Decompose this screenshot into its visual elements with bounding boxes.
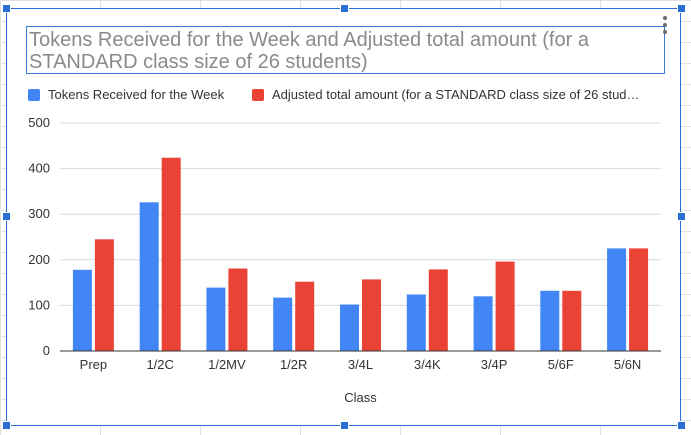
gridlines [60, 122, 661, 306]
legend-swatch-red [252, 89, 264, 101]
y-tick-label: 100 [28, 297, 50, 312]
y-tick-label: 0 [43, 343, 50, 358]
menu-dot [663, 30, 667, 34]
bar-adjusted-total-1-2mv[interactable] [228, 268, 248, 352]
bar-adjusted-total-prep[interactable] [94, 239, 114, 351]
bar-adjusted-total-3-4l[interactable] [362, 279, 381, 351]
bar-adjusted-total-3-4k[interactable] [428, 269, 448, 351]
y-tick-label: 400 [28, 161, 50, 176]
y-axis-tick-labels: 0 100 200 300 400 500 [28, 115, 50, 358]
bar-tokens-received-prep[interactable] [72, 269, 92, 351]
bar-adjusted-total-5-6f[interactable] [562, 290, 582, 351]
bar-tokens-received-1-2r[interactable] [273, 297, 293, 351]
x-tick-label: Prep [80, 357, 107, 372]
chart-legend: Tokens Received for the Week Adjusted to… [26, 86, 666, 104]
x-tick-label: 5/6N [614, 357, 641, 372]
x-tick-label: 5/6F [548, 357, 574, 372]
menu-dot [663, 23, 667, 27]
x-tick-label: 1/2C [146, 357, 173, 372]
menu-dot [663, 16, 667, 20]
x-tick-label: 3/4P [481, 357, 508, 372]
bar-tokens-received-3-4p[interactable] [473, 296, 493, 351]
legend-label-series-1: Tokens Received for the Week [48, 87, 225, 102]
bar-tokens-received-5-6f[interactable] [540, 290, 560, 351]
bar-tokens-received-5-6n[interactable] [607, 248, 627, 351]
x-tick-label: 1/2R [280, 357, 307, 372]
y-tick-label: 300 [28, 206, 50, 221]
bar-tokens-received-1-2c[interactable] [139, 202, 159, 351]
x-axis-title: Class [344, 390, 377, 405]
legend-item-series-1[interactable]: Tokens Received for the Week [26, 86, 246, 104]
x-tick-label: 3/4L [348, 357, 373, 372]
y-tick-label: 200 [28, 252, 50, 267]
legend-swatch-blue [28, 89, 40, 101]
resize-handle-bottom-right[interactable] [677, 421, 686, 430]
bar-adjusted-total-3-4p[interactable] [495, 261, 515, 351]
bar-adjusted-total-1-2c[interactable] [161, 157, 181, 351]
resize-handle-bottom-center[interactable] [340, 421, 349, 430]
more-vert-icon[interactable] [661, 16, 669, 38]
resize-handle-top-right[interactable] [677, 4, 686, 13]
x-tick-label: 3/4K [414, 357, 441, 372]
resize-handle-bottom-left[interactable] [2, 421, 11, 430]
resize-handle-top-center[interactable] [340, 4, 349, 13]
chart-title[interactable]: Tokens Received for the Week and Adjuste… [26, 26, 665, 74]
x-axis-tick-labels: Prep 1/2C 1/2MV 1/2R 3/4L 3/4K 3/4P 5/6F 5/6N [80, 357, 642, 372]
bar-adjusted-total-5-6n[interactable] [629, 248, 649, 351]
bar-tokens-received-1-2mv[interactable] [206, 287, 226, 351]
bar-adjusted-total-1-2r[interactable] [295, 281, 315, 351]
resize-handle-top-left[interactable] [2, 4, 11, 13]
bar-tokens-received-3-4k[interactable] [406, 294, 426, 352]
y-tick-label: 500 [28, 115, 50, 130]
bar-tokens-received-3-4l[interactable] [340, 304, 359, 352]
x-tick-label: 1/2MV [208, 357, 246, 372]
bars [72, 157, 649, 352]
legend-label-series-2: Adjusted total amount (for a STANDARD cl… [272, 87, 640, 102]
resize-handle-middle-right[interactable] [677, 212, 686, 221]
resize-handle-middle-left[interactable] [2, 212, 11, 221]
legend-item-series-2[interactable]: Adjusted total amount (for a STANDARD cl… [250, 86, 666, 104]
chart-container[interactable] [6, 8, 681, 426]
